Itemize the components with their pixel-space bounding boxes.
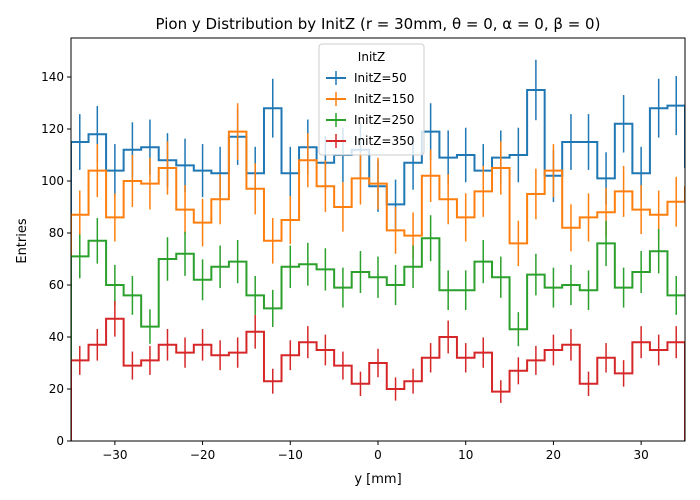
legend-item: InitZ=50 — [326, 71, 407, 85]
y-tick-label: 80 — [49, 226, 64, 240]
y-tick-label: 20 — [49, 382, 64, 396]
series-4 — [71, 300, 685, 441]
x-tick-label: −10 — [278, 448, 303, 462]
chart-title: Pion y Distribution by InitZ (r = 30mm, … — [156, 15, 601, 33]
legend-label: InitZ=150 — [354, 92, 414, 106]
y-tick-label: 60 — [49, 278, 64, 292]
y-tick-label: 40 — [49, 330, 64, 344]
series-step-line — [71, 89, 685, 441]
series-3 — [71, 215, 685, 441]
x-tick-label: −20 — [190, 448, 215, 462]
legend-item: InitZ=350 — [326, 134, 414, 148]
y-tick-label: 100 — [41, 174, 64, 188]
plot-area — [71, 59, 685, 441]
legend-item: InitZ=250 — [326, 113, 414, 127]
x-tick-label: −30 — [102, 448, 127, 462]
y-tick-label: 140 — [41, 70, 64, 84]
x-tick-label: 0 — [374, 448, 382, 462]
y-axis-label: Entries — [15, 218, 30, 264]
x-tick-label: 20 — [546, 448, 561, 462]
axes: −30 −20 −10 0 10 20 30 0 20 40 60 80 100 120 140 — [41, 37, 686, 462]
y-tick-label: 120 — [41, 122, 64, 136]
legend: InitZ InitZ=50 InitZ=150 InitZ=250 InitZ=350 — [318, 43, 425, 156]
x-tick-label: 10 — [458, 448, 473, 462]
series-step-line — [71, 317, 685, 441]
legend-item: InitZ=150 — [326, 92, 414, 106]
legend-title: InitZ — [358, 50, 385, 64]
legend-label: InitZ=250 — [354, 113, 414, 127]
x-tick-label: 30 — [634, 448, 649, 462]
legend-box — [318, 43, 425, 156]
legend-label: InitZ=350 — [354, 134, 414, 148]
y-tick-label: 0 — [56, 434, 64, 448]
x-axis-label: y [mm] — [354, 472, 401, 487]
legend-label: InitZ=50 — [354, 71, 407, 85]
